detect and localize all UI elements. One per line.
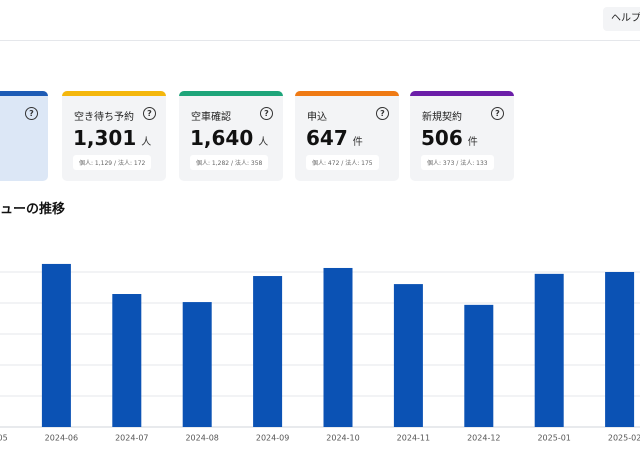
x-tick-label: 2024-06 [45, 434, 78, 443]
bar [393, 284, 423, 427]
help-icon[interactable]: ? [260, 107, 273, 120]
card-label: 空き待ち予約 [74, 112, 134, 123]
card-value: 506 件 [421, 126, 478, 150]
help-icon[interactable]: ? [25, 107, 38, 120]
card-strip [179, 91, 283, 96]
stat-card[interactable]: 空車確認? 1,640 人個人: 1,282 / 法人: 358 [179, 91, 283, 181]
value-text: 1,301 [73, 126, 137, 150]
help-icon[interactable]: ? [376, 107, 389, 120]
bar [112, 294, 142, 427]
card-strip [0, 91, 48, 96]
card-label: 申込 [307, 112, 327, 123]
x-tick-label: 2025-02 [608, 434, 640, 443]
help-icon[interactable]: ? [143, 107, 156, 120]
bar [182, 302, 212, 427]
x-tick-label: 2024-08 [185, 434, 218, 443]
top-bar: ヘルプ [0, 0, 640, 41]
bar [464, 304, 494, 427]
help-button[interactable]: ヘルプ [603, 7, 640, 31]
card-detail: 個人: 373 / 法人: 133 [421, 155, 494, 170]
card-unit: 人 [258, 137, 269, 148]
x-tick-label: 2024-07 [115, 434, 148, 443]
stat-card[interactable]: 申込? 647 件個人: 472 / 法人: 175 [295, 91, 399, 181]
x-tick-label: 2025-01 [537, 434, 570, 443]
card-unit: 人 [141, 137, 152, 148]
stat-card[interactable]: 空き待ち予約? 1,301 人個人: 1,129 / 法人: 172 [62, 91, 166, 181]
bar [253, 276, 283, 427]
chart-title: ューの推移 [0, 202, 66, 217]
value-text: 1,640 [190, 126, 254, 150]
bar [41, 263, 71, 427]
card-unit: 件 [467, 137, 478, 148]
x-tick-label: 2024-05 [0, 434, 8, 443]
x-tick-label: 2024-11 [397, 434, 430, 443]
bar [323, 267, 353, 427]
card-strip [295, 91, 399, 96]
card-value: 647 件 [306, 126, 363, 150]
bar [534, 273, 564, 427]
card-value: 1,640 人 [190, 126, 268, 150]
value-text: 506 [421, 126, 463, 150]
card-detail: 個人: 1,129 / 法人: 172 [73, 155, 152, 170]
stat-card[interactable]: 新規契約? 506 件個人: 373 / 法人: 133 [410, 91, 514, 181]
value-text: 647 [306, 126, 348, 150]
card-detail: 個人: 472 / 法人: 175 [306, 155, 379, 170]
card-unit: 件 [352, 137, 363, 148]
card-strip [410, 91, 514, 96]
x-tick-label: 2024-09 [256, 434, 289, 443]
card-label: 新規契約 [422, 112, 462, 123]
bar [605, 272, 635, 427]
x-tick-label: 2024-10 [326, 434, 359, 443]
stat-card[interactable]: ュー?87件 [0, 91, 48, 181]
card-strip [62, 91, 166, 96]
help-icon[interactable]: ? [491, 107, 504, 120]
card-value: 1,301 人 [73, 126, 151, 150]
card-detail: 個人: 1,282 / 法人: 358 [190, 155, 269, 170]
x-tick-label: 2024-12 [467, 434, 500, 443]
card-label: 空車確認 [191, 112, 231, 123]
